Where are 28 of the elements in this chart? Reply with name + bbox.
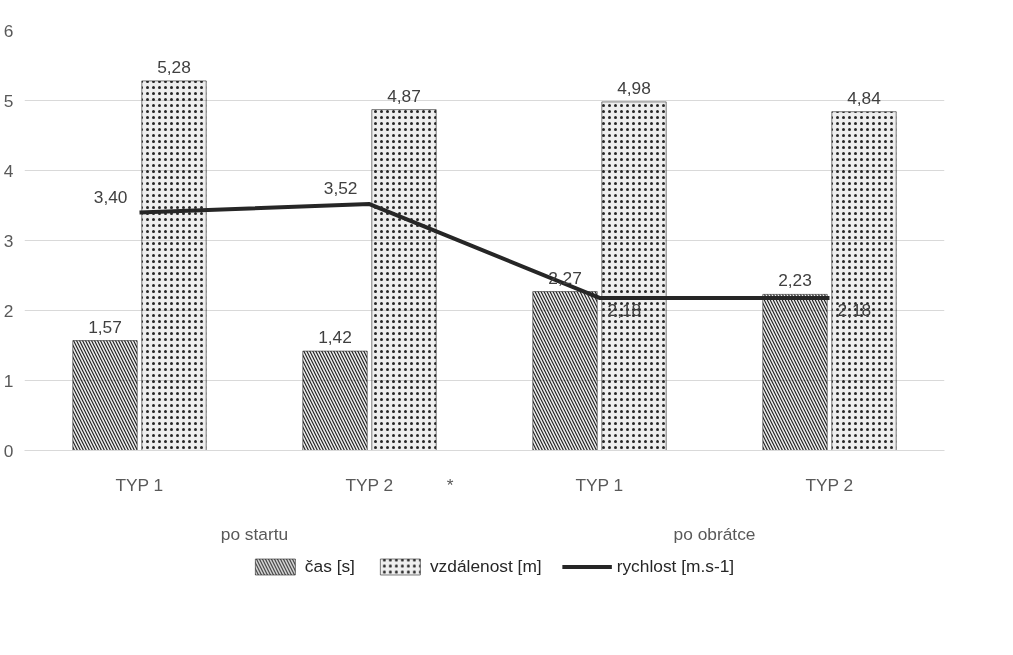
text: po obrátce [673,523,756,544]
legend-label: rychlost [m.s-1] [616,555,735,577]
data-label: 4,87 [387,85,421,106]
data-label: 3,40 [93,186,128,207]
x-tick-label: TYP 1 [575,474,624,495]
data-label: 3,52 [323,178,358,199]
y-tick-label: 6 [3,20,14,41]
y-tick-label: 4 [3,160,14,181]
data-label: 1,57 [88,316,122,337]
data-label: 1,42 [318,327,352,348]
legend-label: vzdálenost [m] [429,555,542,577]
y-tick-label: 1 [3,370,14,391]
x-tick-label: TYP 1 [115,474,164,495]
data-label: 4,84 [847,87,882,108]
data-label: 5,28 [157,56,191,77]
data-label: 2,23 [778,270,812,291]
x-tick-label: TYP 2 [805,474,854,495]
text: po startu [220,523,289,544]
data-label: 4,98 [617,77,651,98]
data-label: 2,18 [837,299,872,320]
y-tick-label: 3 [3,230,14,251]
text: * [446,474,454,495]
y-tick-label: 0 [3,440,14,461]
y-tick-label: 5 [3,90,14,111]
x-tick-label: TYP 2 [345,474,394,495]
y-tick-label: 2 [3,300,14,321]
legend-label: čas [s] [304,555,355,577]
data-label: 2,27 [548,267,582,288]
